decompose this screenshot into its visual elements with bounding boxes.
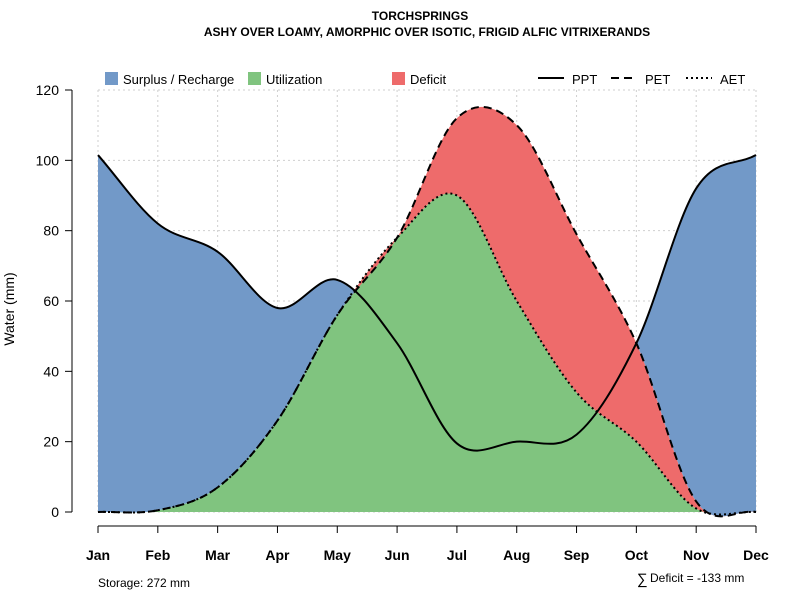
x-tick-label-may: May — [324, 547, 351, 563]
y-tick-label: 120 — [36, 82, 60, 98]
chart-subtitle: ASHY OVER LOAMY, AMORPHIC OVER ISOTIC, F… — [204, 25, 650, 39]
y-tick-label: 20 — [43, 434, 59, 450]
legend-label: AET — [720, 72, 745, 87]
aet-line — [97, 192, 757, 516]
x-tick-label-aug: Aug — [503, 547, 530, 563]
y-tick-label: 100 — [36, 152, 60, 168]
utilization-area — [98, 193, 756, 515]
x-tick-label-jan: Jan — [86, 547, 110, 563]
legend-label: Surplus / Recharge — [123, 72, 234, 87]
legend-swatch — [248, 72, 261, 85]
y-tick-label: 80 — [43, 223, 59, 239]
x-tick-label-jun: Jun — [385, 547, 410, 563]
legend-label: Deficit — [410, 72, 447, 87]
storage-label: Storage: 272 mm — [98, 576, 190, 590]
x-tick-label-apr: Apr — [265, 547, 290, 563]
area-layer — [98, 106, 756, 517]
y-tick-label: 40 — [43, 363, 59, 379]
x-tick-label-nov: Nov — [683, 547, 710, 563]
axes: 0 20 40 60 80 100 120 Jan Feb Mar Apr May Jun Jul Aug S… — [36, 82, 769, 563]
x-tick-label-oct: Oct — [625, 547, 649, 563]
x-tick-label-mar: Mar — [205, 547, 230, 563]
legend-swatch — [105, 72, 118, 85]
deficit-total-label: Deficit = -133 mm — [650, 571, 744, 585]
surplus-recharge-area — [98, 155, 756, 517]
deficit-area — [98, 106, 756, 517]
x-tick-label-feb: Feb — [145, 547, 170, 563]
sum-icon: ∑ — [637, 571, 648, 588]
x-tick-label-jul: Jul — [447, 547, 467, 563]
y-axis-label: Water (mm) — [1, 272, 17, 345]
legend: Surplus / Recharge Utilization Deficit PPT P… — [105, 72, 745, 87]
x-tick-label-sep: Sep — [564, 547, 590, 563]
ppt-line — [97, 154, 757, 452]
chart-title: TORCHSPRINGS — [372, 9, 468, 23]
legend-label: PPT — [572, 72, 597, 87]
legend-label: PET — [645, 72, 670, 87]
y-tick-label: 60 — [43, 293, 59, 309]
line-layer — [97, 105, 757, 518]
legend-label: Utilization — [266, 72, 322, 87]
legend-swatch — [392, 72, 405, 85]
y-tick-label: 0 — [51, 504, 59, 520]
x-tick-label-dec: Dec — [743, 547, 769, 563]
